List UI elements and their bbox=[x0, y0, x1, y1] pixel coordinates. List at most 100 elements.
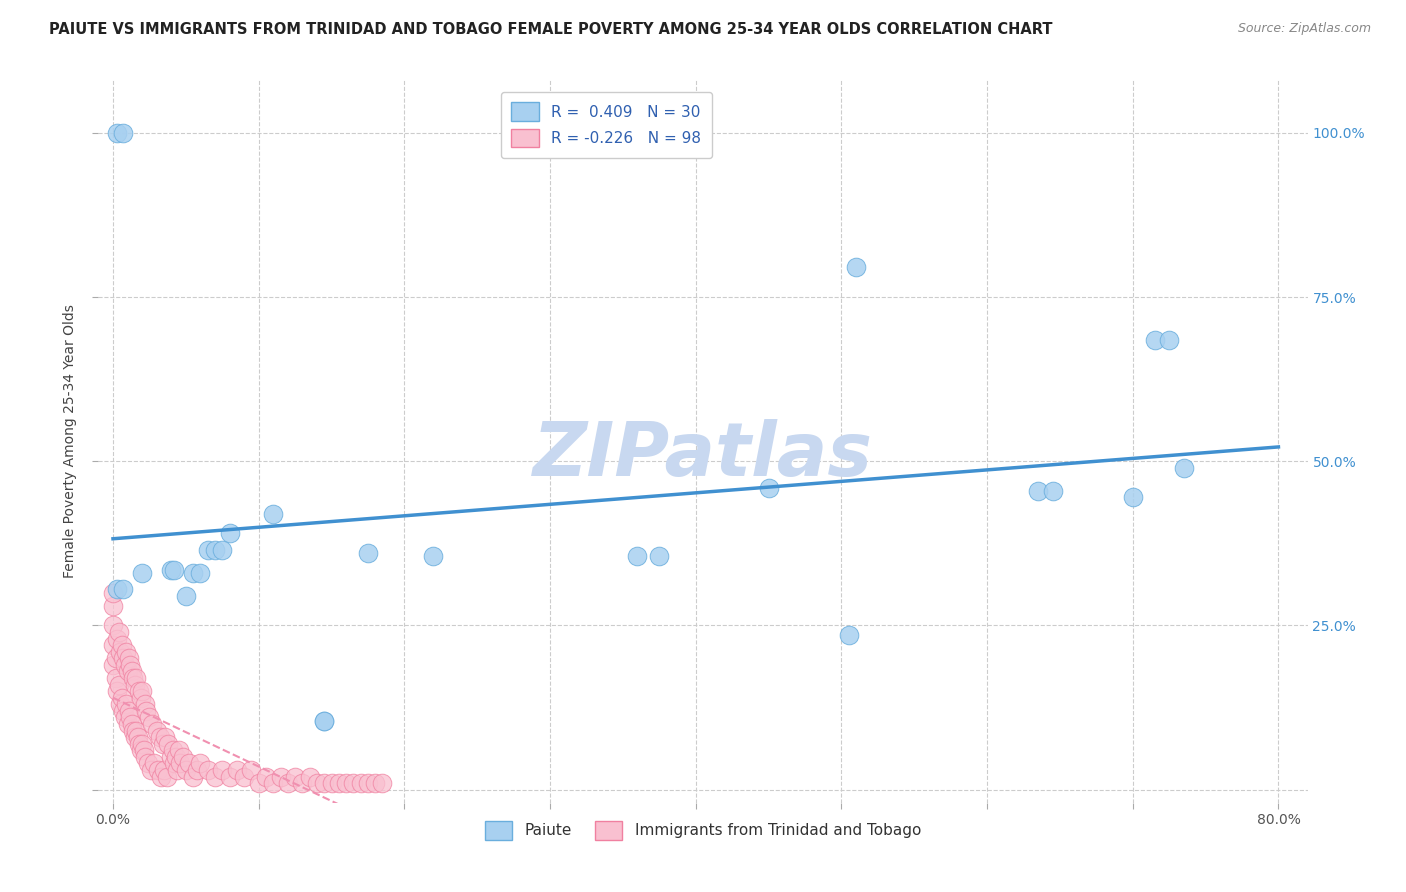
Point bbox=[838, 628, 860, 642]
Point bbox=[112, 126, 135, 140]
Point bbox=[122, 671, 145, 685]
Point bbox=[135, 704, 157, 718]
Point bbox=[197, 763, 219, 777]
Point bbox=[163, 756, 186, 771]
Point bbox=[134, 749, 156, 764]
Point bbox=[136, 756, 159, 771]
Point bbox=[120, 710, 142, 724]
Text: ZIPatlas: ZIPatlas bbox=[533, 419, 873, 492]
Point bbox=[114, 710, 136, 724]
Point bbox=[101, 638, 124, 652]
Point bbox=[101, 585, 124, 599]
Point bbox=[165, 749, 187, 764]
Point bbox=[153, 763, 176, 777]
Point bbox=[160, 563, 183, 577]
Point bbox=[108, 625, 131, 640]
Point bbox=[233, 770, 256, 784]
Point bbox=[132, 743, 155, 757]
Point bbox=[150, 770, 173, 784]
Point bbox=[110, 698, 132, 712]
Point bbox=[314, 714, 336, 728]
Point bbox=[328, 776, 350, 790]
Point bbox=[105, 684, 128, 698]
Point bbox=[277, 776, 299, 790]
Point bbox=[204, 770, 226, 784]
Point bbox=[357, 546, 380, 560]
Point bbox=[155, 730, 177, 744]
Point bbox=[141, 717, 163, 731]
Text: Source: ZipAtlas.com: Source: ZipAtlas.com bbox=[1237, 22, 1371, 36]
Point bbox=[174, 763, 197, 777]
Point bbox=[626, 549, 648, 564]
Point bbox=[149, 730, 172, 744]
Point bbox=[121, 665, 143, 679]
Point bbox=[128, 737, 150, 751]
Point bbox=[177, 756, 200, 771]
Point bbox=[225, 763, 247, 777]
Point bbox=[335, 776, 357, 790]
Point bbox=[262, 507, 284, 521]
Point bbox=[218, 526, 240, 541]
Point bbox=[101, 618, 124, 632]
Point bbox=[104, 651, 127, 665]
Point bbox=[117, 665, 139, 679]
Point bbox=[1173, 460, 1195, 475]
Point bbox=[104, 671, 127, 685]
Point bbox=[262, 776, 284, 790]
Point bbox=[211, 763, 233, 777]
Point bbox=[166, 763, 188, 777]
Point bbox=[240, 763, 263, 777]
Y-axis label: Female Poverty Among 25-34 Year Olds: Female Poverty Among 25-34 Year Olds bbox=[63, 304, 77, 579]
Point bbox=[197, 542, 219, 557]
Point bbox=[131, 737, 153, 751]
Point bbox=[169, 756, 191, 771]
Point bbox=[117, 717, 139, 731]
Point bbox=[118, 704, 141, 718]
Point bbox=[204, 542, 226, 557]
Point bbox=[1042, 483, 1064, 498]
Point bbox=[115, 698, 138, 712]
Point bbox=[118, 651, 141, 665]
Point bbox=[270, 770, 292, 784]
Point bbox=[758, 481, 780, 495]
Point bbox=[172, 749, 194, 764]
Point bbox=[134, 698, 156, 712]
Point bbox=[129, 690, 152, 705]
Legend: Paiute, Immigrants from Trinidad and Tobago: Paiute, Immigrants from Trinidad and Tob… bbox=[479, 815, 927, 846]
Point bbox=[145, 723, 167, 738]
Point bbox=[125, 723, 148, 738]
Point bbox=[305, 776, 328, 790]
Point bbox=[139, 763, 162, 777]
Text: PAIUTE VS IMMIGRANTS FROM TRINIDAD AND TOBAGO FEMALE POVERTY AMONG 25-34 YEAR OL: PAIUTE VS IMMIGRANTS FROM TRINIDAD AND T… bbox=[49, 22, 1053, 37]
Point bbox=[247, 776, 270, 790]
Point bbox=[131, 566, 153, 580]
Point bbox=[127, 730, 149, 744]
Point bbox=[167, 743, 190, 757]
Point bbox=[128, 684, 150, 698]
Point bbox=[105, 582, 128, 597]
Point bbox=[298, 770, 321, 784]
Point bbox=[156, 770, 179, 784]
Point bbox=[254, 770, 277, 784]
Point bbox=[111, 690, 134, 705]
Point bbox=[314, 776, 336, 790]
Point bbox=[110, 645, 132, 659]
Point bbox=[291, 776, 314, 790]
Point bbox=[142, 756, 165, 771]
Point bbox=[162, 743, 184, 757]
Point bbox=[129, 743, 152, 757]
Point bbox=[211, 542, 233, 557]
Point bbox=[314, 714, 336, 728]
Point bbox=[181, 770, 204, 784]
Point bbox=[138, 710, 160, 724]
Point bbox=[1026, 483, 1049, 498]
Point bbox=[131, 684, 153, 698]
Point bbox=[101, 599, 124, 613]
Point bbox=[114, 657, 136, 672]
Point bbox=[190, 566, 212, 580]
Point bbox=[163, 563, 186, 577]
Point bbox=[121, 717, 143, 731]
Point bbox=[101, 657, 124, 672]
Point bbox=[371, 776, 394, 790]
Point bbox=[124, 730, 146, 744]
